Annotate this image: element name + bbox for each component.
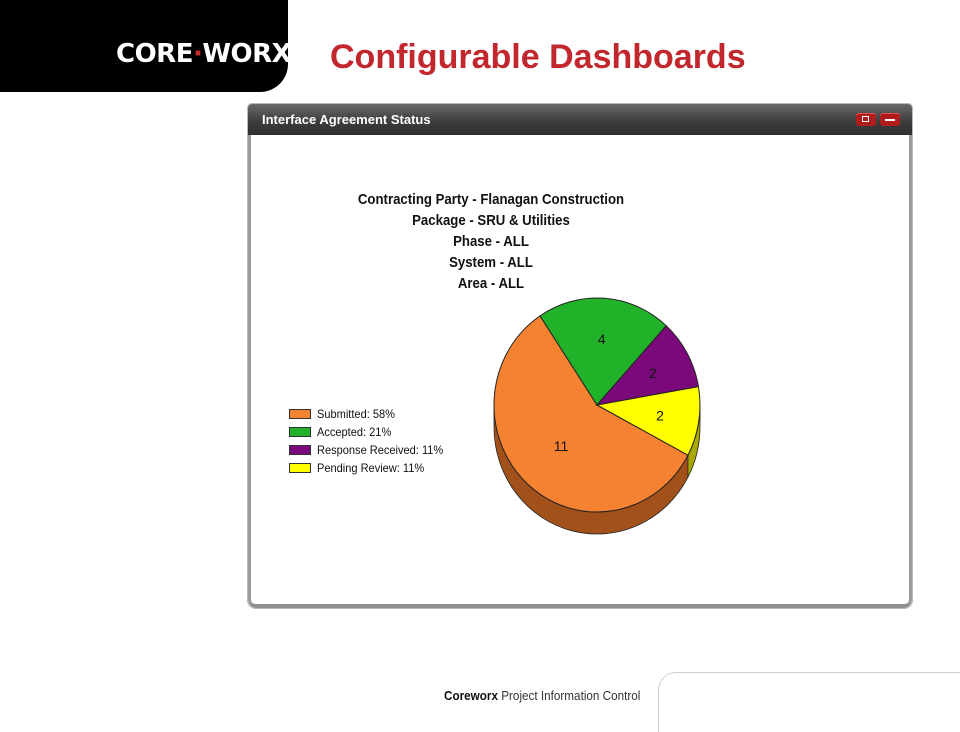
pie-chart: 11 4 2 2 bbox=[493, 297, 701, 535]
widget-header[interactable]: Interface Agreement Status bbox=[248, 104, 912, 135]
minimize-icon bbox=[885, 119, 895, 121]
coreworx-logo: CORE·WORX bbox=[116, 39, 292, 69]
chart-title-line: Area - ALL bbox=[457, 275, 525, 292]
legend-label: Submitted: 58% bbox=[317, 407, 395, 421]
pie-slice-submitted[interactable] bbox=[493, 315, 689, 513]
pie-value-label: 2 bbox=[656, 407, 664, 423]
footer-decoration bbox=[658, 672, 960, 732]
legend-swatch bbox=[289, 409, 311, 419]
footer-text: Project Information Control bbox=[501, 688, 641, 703]
logo-worx: WORX bbox=[202, 39, 292, 69]
pie-value-label: 4 bbox=[598, 331, 606, 347]
legend-label: Response Received: 11% bbox=[317, 443, 444, 457]
chart-title-block: Contracting Party - Flanagan Constructio… bbox=[333, 189, 650, 294]
legend-label: Accepted: 21% bbox=[317, 425, 392, 439]
legend-swatch bbox=[289, 445, 311, 455]
widget-title: Interface Agreement Status bbox=[262, 112, 431, 127]
legend-label: Pending Review: 11% bbox=[317, 461, 425, 475]
chart-title-line: System - ALL bbox=[449, 254, 533, 271]
chart-title-line: Package - SRU & Utilities bbox=[412, 212, 570, 229]
pie-value-label: 2 bbox=[649, 365, 657, 381]
chart-title-line: Contracting Party - Flanagan Constructio… bbox=[357, 191, 625, 208]
widget-body: Contracting Party - Flanagan Constructio… bbox=[248, 135, 912, 608]
slide-title: Configurable Dashboards bbox=[330, 38, 746, 76]
header-logo-block: CORE·WORX bbox=[0, 0, 292, 92]
footer-brand: Coreworx bbox=[444, 688, 498, 703]
legend-swatch bbox=[289, 463, 311, 473]
pie-value-label: 11 bbox=[554, 438, 569, 454]
pie-slice-pending-review[interactable] bbox=[595, 386, 701, 456]
pie-slice-accepted[interactable] bbox=[539, 297, 667, 406]
legend-swatch bbox=[289, 427, 311, 437]
logo-dot: · bbox=[192, 39, 203, 69]
popout-icon bbox=[862, 116, 869, 122]
pie-slice-response-received[interactable] bbox=[595, 325, 700, 406]
footer-tagline: Coreworx Project Information Control bbox=[444, 688, 640, 704]
logo-core: CORE bbox=[116, 39, 193, 69]
popout-button[interactable] bbox=[856, 113, 876, 126]
dashboard-widget: Interface Agreement Status Contracting P… bbox=[248, 104, 912, 608]
chart-title-line: Phase - ALL bbox=[453, 233, 529, 250]
minimize-button[interactable] bbox=[880, 113, 900, 126]
